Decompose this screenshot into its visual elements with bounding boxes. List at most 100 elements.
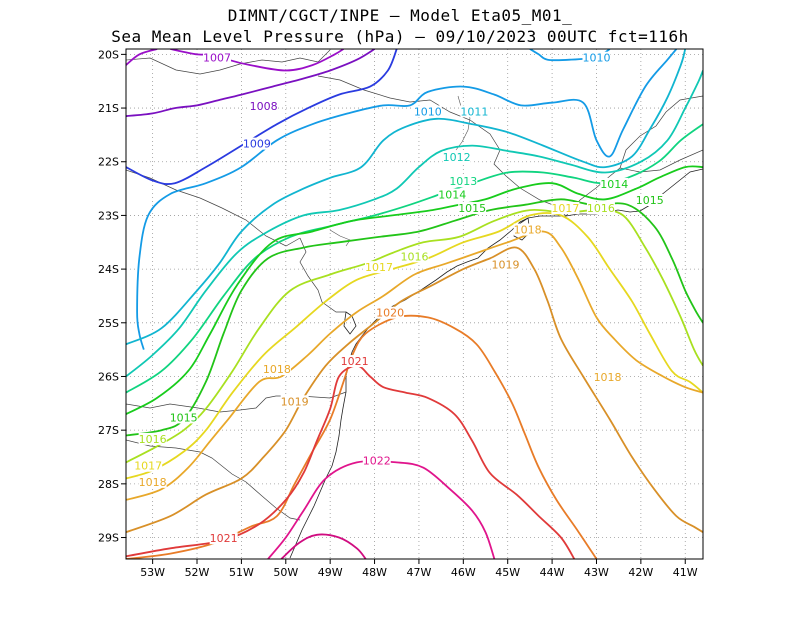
isobar-label-1021: 1021 (341, 355, 369, 368)
isobar-1015 (126, 198, 703, 437)
isobar-label-1018: 1018 (594, 371, 622, 384)
isobar-label-1015: 1015 (636, 194, 664, 207)
isobar-label-1014: 1014 (438, 189, 466, 202)
x-tick-label: 42W (628, 566, 653, 579)
isobar-1007 (126, 49, 158, 66)
isobar-label-1017: 1017 (365, 261, 393, 274)
coastline (289, 168, 703, 559)
x-tick-label: 53W (140, 566, 165, 579)
y-tick-label: 22S (98, 156, 119, 169)
isobar-layer (126, 49, 703, 559)
isobar-label-layer: 1007100810091010101010111012101310141014… (134, 51, 664, 545)
state-border (619, 149, 703, 173)
isobar-label-bg (442, 151, 471, 164)
isobar-label-bg (340, 355, 369, 368)
isobar-label-bg (438, 188, 467, 201)
isobar-label-1021: 1021 (210, 532, 238, 545)
isobar-label-bg (138, 475, 167, 488)
isobar-label-1015: 1015 (170, 411, 198, 424)
x-tick-label: 46W (451, 566, 476, 579)
x-tick-label: 52W (185, 566, 210, 579)
isobar-label-bg (582, 51, 611, 64)
y-tick-label: 27S (98, 424, 119, 437)
isobar-label-bg (413, 105, 442, 118)
y-tick-label: 29S (98, 532, 119, 545)
isobar-label-1020: 1020 (376, 307, 404, 320)
y-tick-label: 26S (98, 370, 119, 383)
isobar-label-bg (202, 51, 231, 64)
state-border (126, 49, 331, 75)
isobar-label-bg (586, 202, 615, 215)
y-axis-ticks: 20S 21S 22S 23S 24S 25S 26S 27S 28S 29S (98, 48, 126, 545)
isobar-1021 (126, 364, 576, 559)
isobar-label-bg (134, 459, 163, 472)
isobar-label-bg (491, 258, 520, 271)
x-tick-label: 45W (495, 566, 520, 579)
isobar-1012 (126, 70, 703, 378)
isobar-label-bg (249, 100, 278, 113)
isobar-label-1017: 1017 (551, 202, 579, 215)
isobar-1008 (126, 49, 376, 117)
isobar-label-bg (400, 250, 429, 263)
x-tick-label: 47W (407, 566, 432, 579)
isobar-label-1015: 1015 (458, 202, 486, 215)
isobar-label-bg (280, 395, 309, 408)
isobar-label-1018: 1018 (263, 363, 291, 376)
isobar-label-bg (138, 432, 167, 445)
isobar-label-bg (262, 363, 291, 376)
y-tick-label: 25S (98, 317, 119, 330)
x-tick-label: 48W (362, 566, 387, 579)
isobar-1007 (170, 49, 344, 72)
isobar-label-bg (460, 105, 489, 118)
state-border (299, 237, 346, 313)
x-tick-label: 41W (673, 566, 698, 579)
isobar-1009 (126, 49, 398, 185)
isobar-1020 (126, 314, 598, 559)
river (329, 229, 351, 247)
isobar-1022 (267, 460, 496, 559)
isobar-label-bg (362, 454, 391, 467)
isobar-label-1008: 1008 (250, 100, 278, 113)
state-border (565, 95, 703, 217)
isobar-label-1018: 1018 (514, 224, 542, 237)
plot-area (126, 49, 703, 559)
isobar-label-1016: 1016 (139, 433, 167, 446)
y-tick-label: 23S (98, 209, 119, 222)
x-tick-label: 43W (584, 566, 609, 579)
isobar-label-1009: 1009 (243, 138, 271, 151)
isobar-label-bg (513, 223, 542, 236)
x-tick-label: 50W (273, 566, 298, 579)
y-tick-label: 28S (98, 478, 119, 491)
isobar-label-bg (364, 261, 393, 274)
isobar-label-1010: 1010 (414, 105, 442, 118)
isobar-label-1007: 1007 (203, 52, 231, 65)
isobar-label-1010: 1010 (582, 52, 610, 65)
state-border (317, 75, 567, 217)
chart-title-line-1: DIMNT/CGCT/INPE – Model Eta05_M01_ (227, 6, 573, 25)
isobar-1023 (280, 533, 367, 559)
isobar-label-1014: 1014 (600, 178, 628, 191)
isobar-label-bg (458, 202, 487, 215)
isobar-label-1011: 1011 (460, 105, 488, 118)
isobar-1017 (126, 212, 703, 480)
isobar-1011 (126, 49, 687, 346)
isobar-label-1018: 1018 (139, 476, 167, 489)
plot-border (125, 48, 704, 560)
isobar-label-bg (242, 137, 271, 150)
isobar-1019 (126, 246, 703, 534)
isobar-label-1017: 1017 (134, 460, 162, 473)
y-tick-label: 20S (98, 48, 119, 61)
isobar-label-bg (169, 411, 198, 424)
isobar-1014 (126, 165, 703, 415)
y-tick-label: 24S (98, 263, 119, 276)
chart-title-line-2: Sea Mean Level Pressure (hPa) – 09/10/20… (111, 27, 689, 46)
x-tick-label: 51W (229, 566, 254, 579)
y-tick-label: 21S (98, 102, 119, 115)
isobar-1018 (126, 230, 703, 501)
isobar-1016 (126, 208, 703, 464)
isobar-label-1022: 1022 (363, 454, 391, 467)
isobar-label-1013: 1013 (449, 175, 477, 188)
isobar-label-1019: 1019 (281, 395, 309, 408)
isobar-label-1016: 1016 (587, 202, 615, 215)
isobar-label-bg (635, 194, 664, 206)
